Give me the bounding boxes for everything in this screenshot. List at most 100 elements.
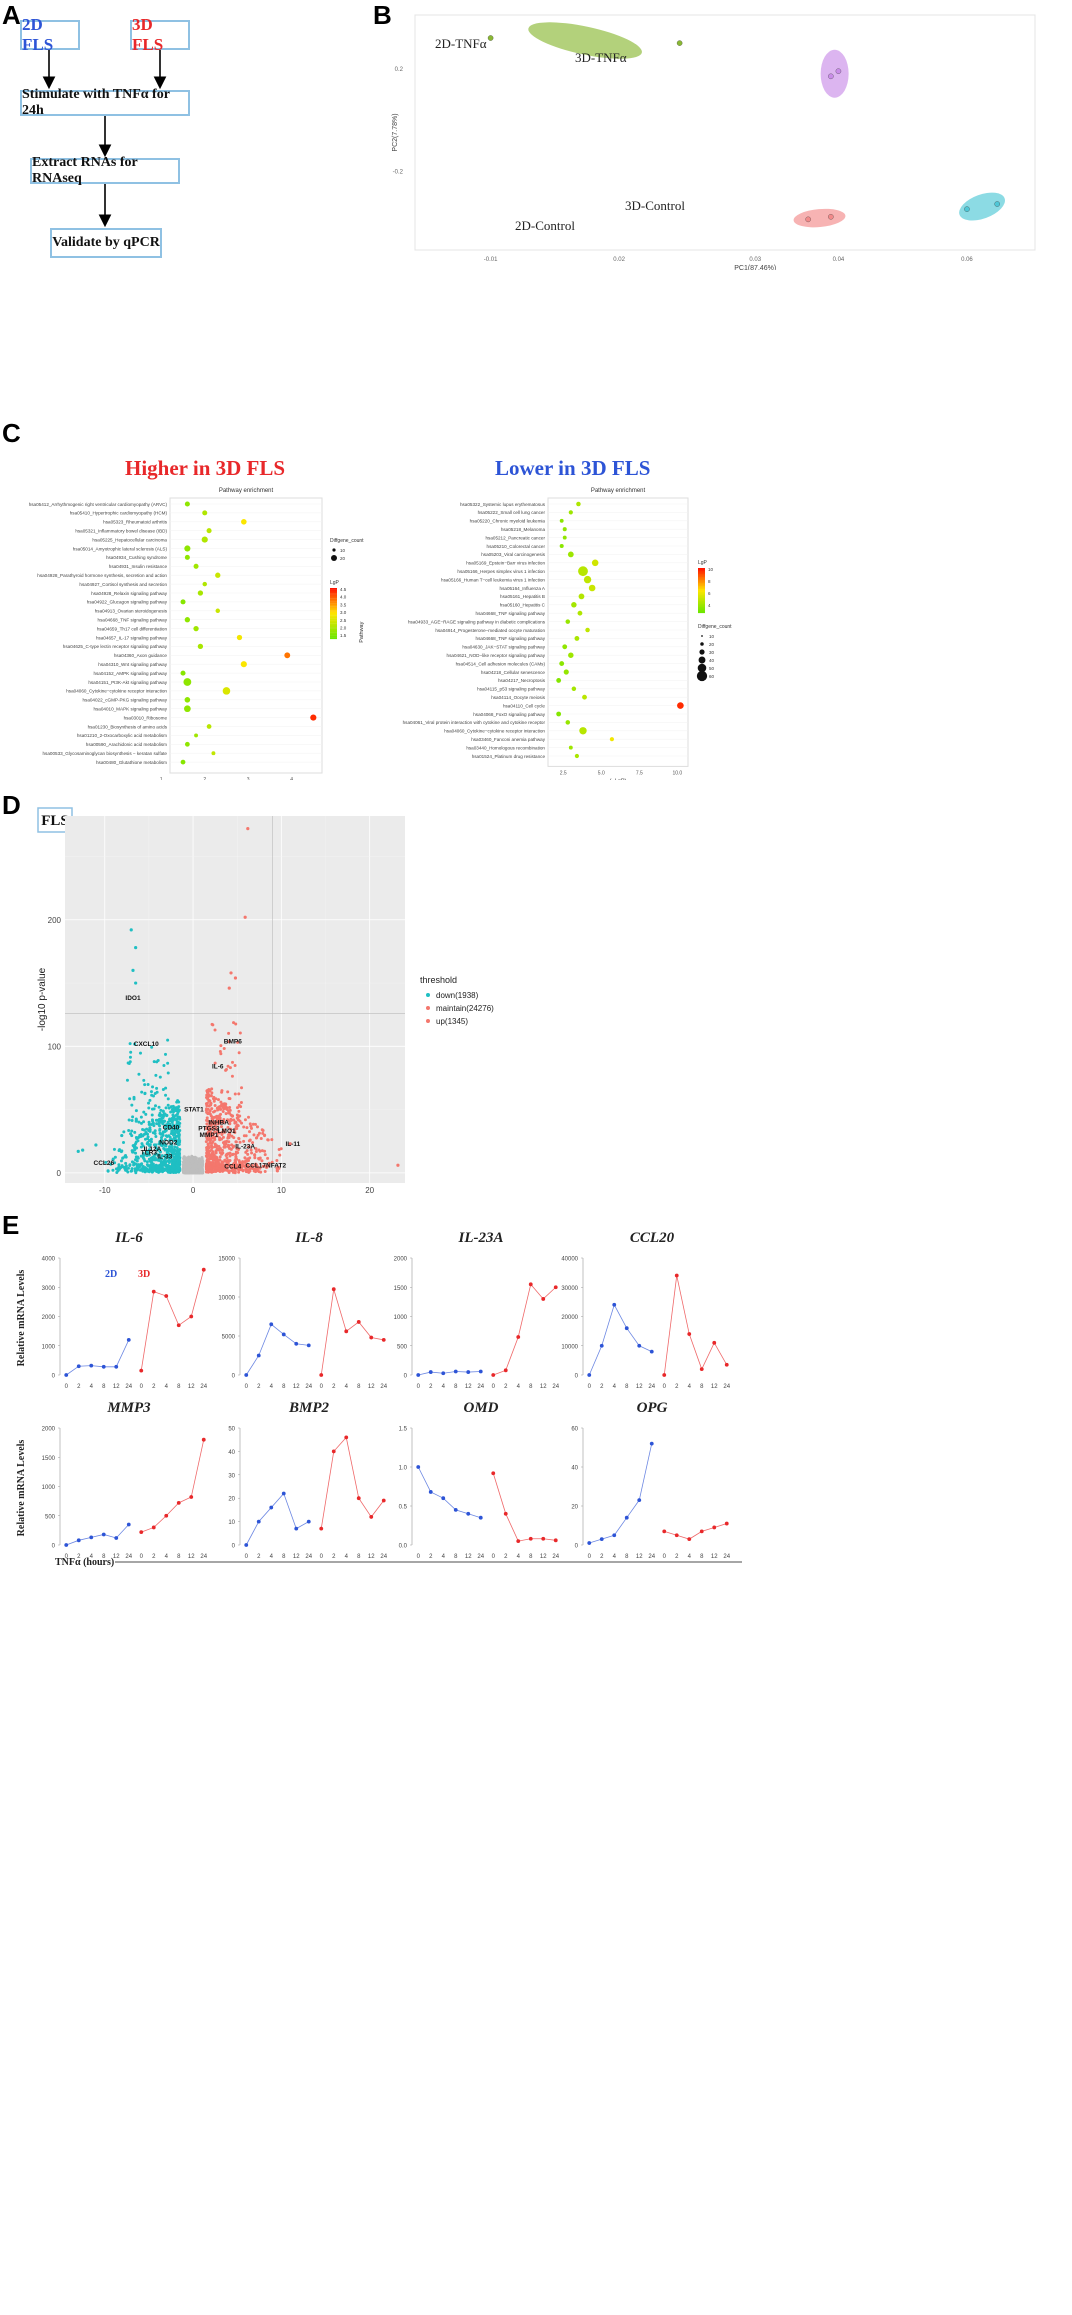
volcano-point-up bbox=[210, 1161, 214, 1165]
enr-size-key bbox=[331, 555, 337, 561]
volcano-point-up bbox=[230, 1060, 234, 1064]
qpcr-ytick: 0.5 bbox=[399, 1505, 408, 1511]
volcano-point-down bbox=[165, 1164, 169, 1168]
pca-plot: -0.01 0.02 0.03 0.04 0.06 PC1(87.46%) 0.2 -0.2 P… bbox=[392, 14, 1036, 270]
qpcr-point-3d bbox=[712, 1340, 717, 1345]
qpcr-xtick: 8 bbox=[177, 1554, 181, 1560]
qpcr-point-3d bbox=[201, 1437, 206, 1442]
enr-xtick: 2 bbox=[203, 777, 206, 780]
volcano-point-up bbox=[205, 1101, 209, 1105]
enr-dot bbox=[571, 686, 577, 692]
volcano-legend-label: down(1938) bbox=[436, 991, 479, 1000]
qpcr-xtick: 8 bbox=[529, 1384, 533, 1390]
volcano-point-up bbox=[214, 1159, 218, 1163]
volcano-gene-label: STAT1 bbox=[184, 1107, 204, 1114]
enr-dot bbox=[677, 702, 684, 709]
volcano-point-down bbox=[131, 1150, 135, 1154]
volcano-point-up bbox=[266, 1156, 270, 1160]
volcano-point-up bbox=[237, 1109, 241, 1113]
enr-dot bbox=[206, 528, 212, 534]
enr-color-label: 4 bbox=[708, 603, 711, 608]
volcano-point-up bbox=[222, 1128, 226, 1132]
enr-colorbar bbox=[698, 584, 705, 587]
enr-dot bbox=[211, 751, 216, 756]
volcano-point-down bbox=[141, 1151, 145, 1155]
volcano-point-up bbox=[212, 1156, 216, 1160]
qpcr-xtick: 24 bbox=[552, 1384, 559, 1390]
enr-frame bbox=[547, 497, 689, 767]
volcano-point-up bbox=[242, 1160, 246, 1164]
enr-pathway-label: hsa04668_TNF signaling pathway bbox=[476, 611, 546, 616]
volcano-point-up bbox=[254, 1150, 258, 1154]
qpcr-xtick: 24 bbox=[477, 1384, 484, 1390]
qpcr-line-3d bbox=[140, 1269, 205, 1371]
volcano-point-down bbox=[122, 1140, 126, 1144]
enr-dot bbox=[184, 741, 190, 747]
qpcr-point-3d bbox=[151, 1525, 156, 1530]
volcano-point-up bbox=[257, 1148, 261, 1152]
volcano-point-down bbox=[140, 1168, 144, 1172]
volcano-point-down bbox=[111, 1157, 115, 1161]
volcano-point-up bbox=[207, 1157, 211, 1161]
volcano-point-down bbox=[171, 1148, 175, 1152]
qpcr-xtick: 12 bbox=[711, 1554, 718, 1560]
qpcr-point-3d bbox=[699, 1367, 704, 1372]
qpcr-xtick: 0 bbox=[492, 1554, 496, 1560]
volcano-point-down bbox=[171, 1110, 175, 1114]
qpcr-xtick: 12 bbox=[188, 1384, 195, 1390]
volcano-point-up bbox=[242, 1134, 246, 1138]
volcano-point-down bbox=[145, 1153, 149, 1157]
volcano-point-maintain bbox=[183, 1156, 187, 1160]
volcano-point-maintain bbox=[183, 1170, 187, 1174]
volcano-point-down bbox=[137, 1135, 141, 1139]
enr-size-label: 50 bbox=[709, 666, 715, 671]
qpcr-xtick: 4 bbox=[517, 1554, 521, 1560]
volcano-point-up bbox=[237, 1160, 241, 1164]
qpcr-point-2d bbox=[441, 1371, 446, 1376]
volcano-gene-label: BMP6 bbox=[224, 1038, 242, 1045]
enr-colorbar bbox=[698, 587, 705, 590]
box-3d-fls: 3D FLS bbox=[130, 15, 190, 54]
volcano-point-down bbox=[144, 1112, 148, 1116]
enr-pathway-label: hsa03010_Ribosome bbox=[124, 715, 168, 720]
volcano-point-down bbox=[171, 1165, 175, 1169]
volcano-point-down bbox=[137, 1072, 141, 1076]
enr-size-label: 10 bbox=[340, 548, 346, 553]
volcano-point-up bbox=[233, 1092, 237, 1096]
enr-dot bbox=[559, 661, 565, 667]
enr-dot bbox=[202, 581, 207, 587]
qpcr-point-2d bbox=[89, 1535, 94, 1540]
volcano-point-maintain bbox=[197, 1162, 201, 1166]
qpcr-ytick: 0 bbox=[232, 1374, 236, 1380]
volcano-point-up bbox=[211, 1117, 215, 1121]
qpcr-ytick: 60 bbox=[571, 1427, 578, 1433]
qpcr-xtick: 2 bbox=[504, 1554, 508, 1560]
volcano-point-up bbox=[227, 1097, 231, 1101]
enr-color-label: 4.5 bbox=[340, 587, 347, 592]
volcano-point-down bbox=[169, 1131, 173, 1135]
volcano-legend-key bbox=[426, 993, 430, 997]
volcano-point-up bbox=[248, 1138, 252, 1142]
qpcr-point-2d bbox=[637, 1343, 642, 1348]
volcano-point-up bbox=[255, 1136, 259, 1140]
pca-ytick: 0.2 bbox=[395, 67, 404, 73]
enr-dot bbox=[585, 627, 590, 633]
qpcr-xtick: 12 bbox=[368, 1384, 375, 1390]
enr-size-key bbox=[696, 670, 708, 682]
volcano-point-down bbox=[144, 1168, 148, 1172]
volcano-point-up bbox=[205, 1153, 209, 1157]
qpcr-point-3d bbox=[541, 1536, 546, 1541]
pca-group-label: 2D-Control bbox=[515, 218, 575, 233]
volcano-point-down bbox=[156, 1058, 160, 1062]
volcano-point-up bbox=[219, 1100, 223, 1104]
qpcr-xtick: 8 bbox=[357, 1554, 361, 1560]
volcano-point-up bbox=[276, 1165, 280, 1169]
volcano-point-up bbox=[249, 1148, 253, 1152]
pca-group-label: 3D-Control bbox=[625, 198, 685, 213]
volcano-point-up bbox=[224, 1068, 228, 1072]
volcano-point-up bbox=[288, 1142, 292, 1146]
volcano-point-up bbox=[224, 1142, 228, 1146]
volcano-point-up bbox=[233, 1131, 237, 1135]
enr-pathway-label: hsa04068_FoxO signaling pathway bbox=[473, 712, 545, 717]
volcano-point-down bbox=[133, 1169, 137, 1173]
